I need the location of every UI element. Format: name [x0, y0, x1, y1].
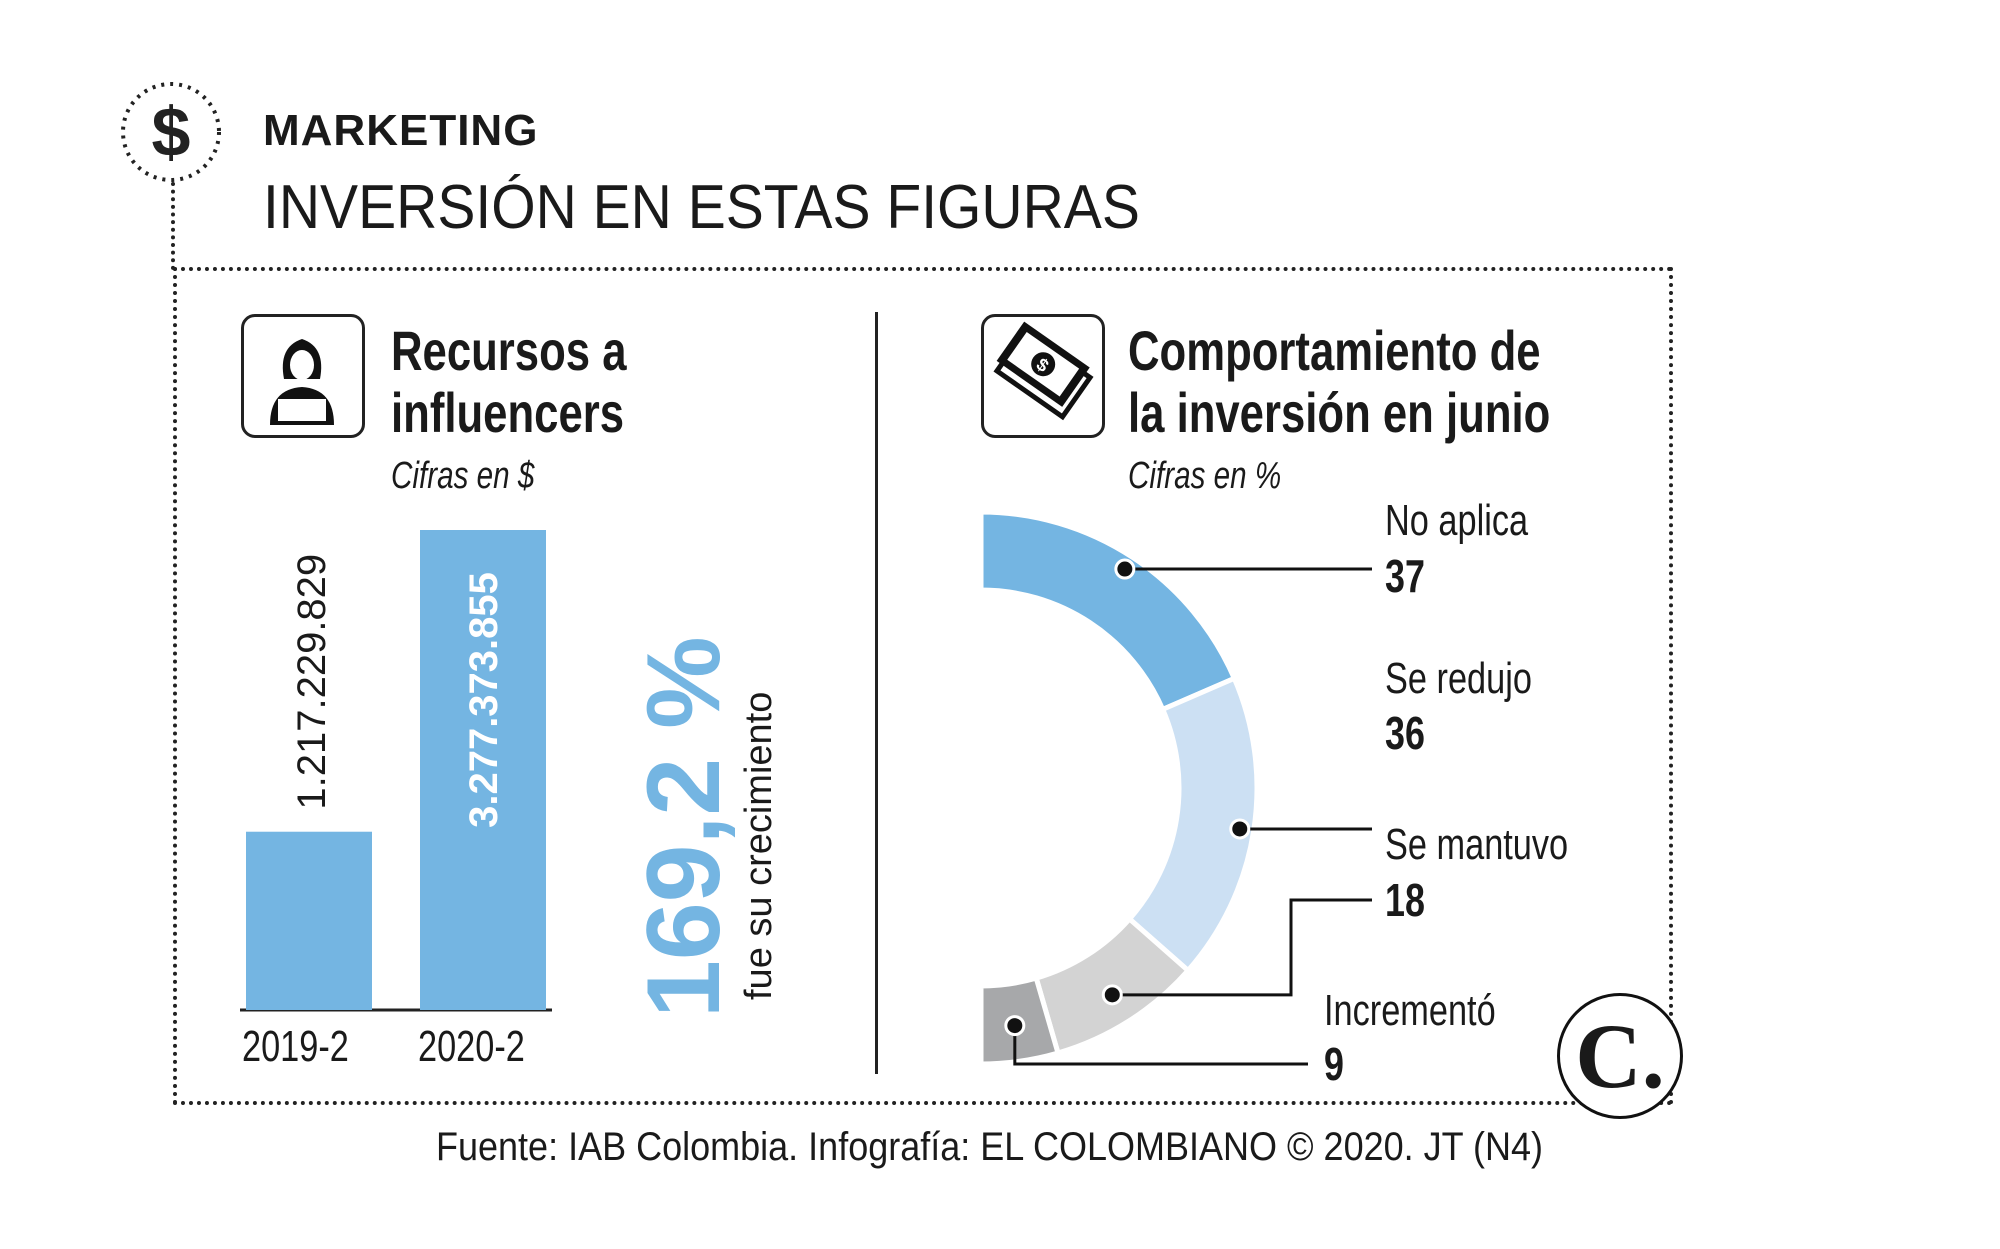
value-label-se-mantuvo: 18: [1385, 874, 1425, 926]
left-title-line2: influencers: [391, 381, 625, 444]
page-title: INVERSIÓN EN ESTAS FIGURAS: [263, 173, 1140, 242]
el-colombiano-logo: C.: [1557, 993, 1683, 1119]
right-panel-title: Comportamiento de la inversión en junio: [1128, 320, 1550, 444]
influencer-laptop-icon: [241, 314, 365, 438]
leader-dot-2: [1101, 984, 1123, 1006]
source-footer: Fuente: IAB Colombia. Infografía: EL COL…: [436, 1125, 1543, 1169]
header-connector: [171, 182, 175, 270]
bar-value-label: 3.277.373.855: [462, 572, 506, 828]
value-label-se-redujo: 36: [1385, 707, 1425, 759]
right-subtitle: Cifras en %: [1128, 455, 1282, 497]
left-title-line1: Recursos a: [391, 319, 627, 382]
kicker: MARKETING: [263, 106, 539, 155]
x-tick-label-0: 2019-2: [242, 1022, 349, 1071]
leader-dot-0: [1114, 558, 1136, 580]
legend-label-no-aplica: No aplica: [1385, 496, 1529, 545]
bar-2019-2: [246, 831, 372, 1010]
bar-value-label: 1.217.229.829: [290, 554, 334, 810]
legend-label-se-redujo: Se redujo: [1385, 654, 1532, 703]
leader-dot-3: [1004, 1015, 1026, 1037]
dollar-icon: $: [121, 82, 221, 182]
right-title-line1: Comportamiento de: [1128, 319, 1541, 382]
content-frame: [173, 267, 1673, 1105]
panel-divider: [875, 312, 878, 1074]
left-panel-title: Recursos a influencers: [391, 320, 627, 444]
right-title-line2: la inversión en junio: [1128, 381, 1551, 444]
value-label-no-aplica: 37: [1385, 550, 1425, 602]
left-subtitle: Cifras en $: [391, 455, 535, 497]
money-bills-icon: $: [981, 314, 1105, 438]
bar-2020-2: [420, 530, 546, 1010]
legend-label-incremento: Incrementó: [1324, 986, 1496, 1035]
svg-text:$: $: [152, 93, 191, 171]
leader-line-3: [1013, 1025, 1308, 1066]
leader-dot-1: [1229, 818, 1251, 840]
legend-label-se-mantuvo: Se mantuvo: [1385, 820, 1569, 869]
value-label-incremento: 9: [1324, 1038, 1344, 1090]
x-tick-label-1: 2020-2: [418, 1022, 525, 1071]
bar-chart: 1.217.229.829 3.277.373.855: [240, 530, 552, 1012]
donut-segment-0: [978, 509, 1238, 713]
leader-line-2: [1112, 898, 1372, 997]
